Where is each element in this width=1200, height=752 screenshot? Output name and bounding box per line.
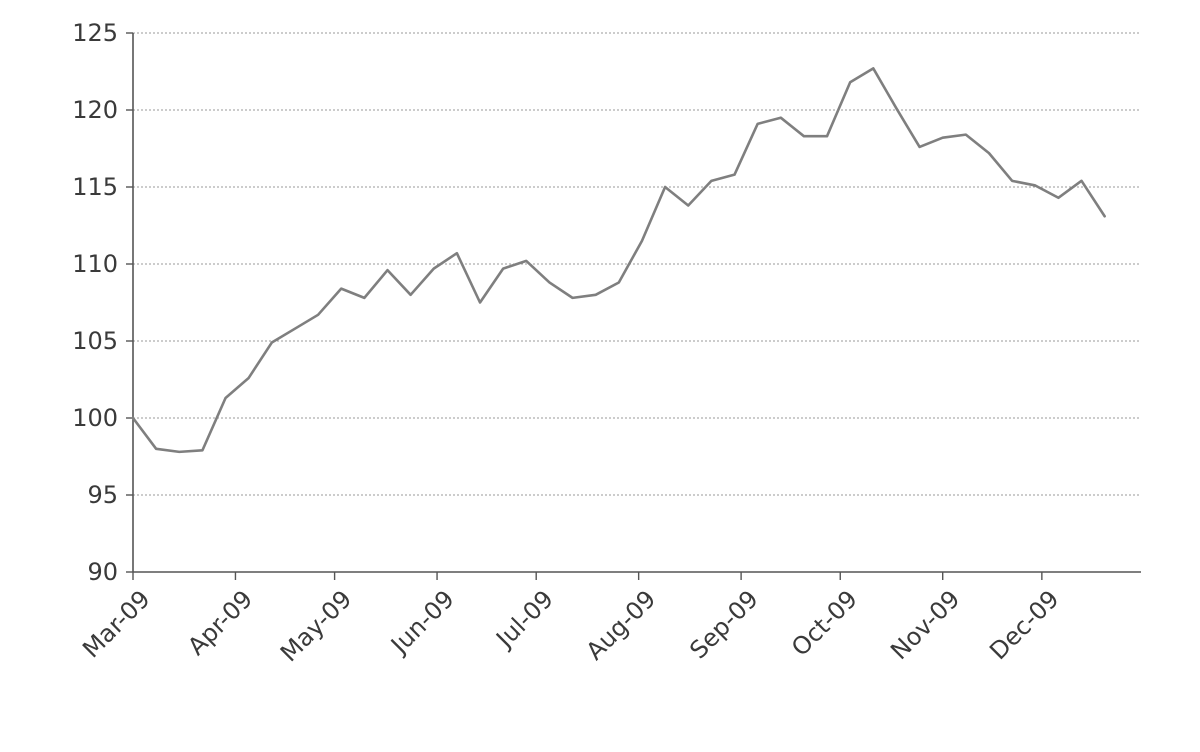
x-tick-label-Dec-09: Dec-09 — [984, 585, 1064, 665]
gridlines — [133, 32, 1141, 496]
y-tick-label-90: 90 — [87, 558, 118, 586]
x-tick-label-Mar-09: Mar-09 — [77, 585, 155, 663]
x-tick-label-Aug-09: Aug-09 — [581, 585, 662, 666]
x-tick-label-Jul-09: Jul-09 — [489, 585, 558, 654]
series-line-0 — [131, 67, 1106, 454]
x-tick-label-Apr-09: Apr-09 — [182, 585, 258, 661]
x-tick-label-Sep-09: Sep-09 — [684, 585, 764, 665]
series-layer — [131, 67, 1106, 454]
x-tick-label-Nov-09: Nov-09 — [885, 585, 965, 665]
x-tick-label-Oct-09: Oct-09 — [786, 585, 863, 662]
x-tick-label-May-09: May-09 — [275, 585, 357, 667]
y-tick-label-105: 105 — [72, 327, 118, 355]
y-tick-label-120: 120 — [72, 96, 118, 124]
y-tick-label-125: 125 — [72, 19, 118, 47]
y-tick-label-100: 100 — [72, 404, 118, 432]
x-axis-ticks: Mar-09 Apr-09 May-09 Jun-09 Jul-09 Aug-09 Sep-… — [77, 572, 1065, 667]
y-axis-ticks: 90 95 100 105 110 115 120 125 — [72, 19, 133, 586]
x-tick-label-Jun-09: Jun-09 — [384, 585, 459, 660]
y-tick-label-95: 95 — [87, 481, 118, 509]
y-tick-label-110: 110 — [72, 250, 118, 278]
y-tick-label-115: 115 — [72, 173, 118, 201]
axes — [132, 33, 1141, 573]
